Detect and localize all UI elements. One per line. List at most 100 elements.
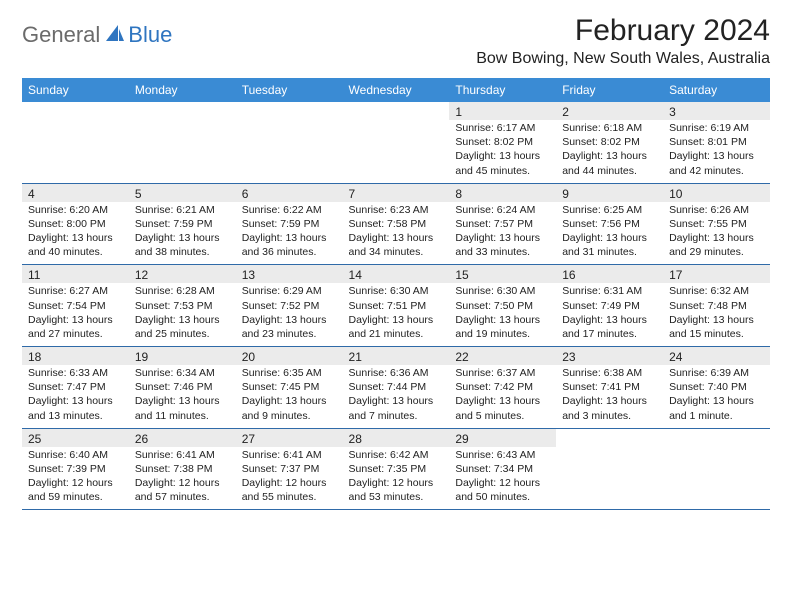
sunrise-line: Sunrise: 6:33 AM <box>28 366 123 380</box>
daylight-line: Daylight: 13 hours and 25 minutes. <box>135 313 230 341</box>
daylight-line: Daylight: 13 hours and 17 minutes. <box>562 313 657 341</box>
day-info-cell: Sunrise: 6:23 AMSunset: 7:58 PMDaylight:… <box>343 202 450 265</box>
day-info-cell: Sunrise: 6:32 AMSunset: 7:48 PMDaylight:… <box>663 283 770 346</box>
month-title: February 2024 <box>476 14 770 48</box>
info-row: Sunrise: 6:33 AMSunset: 7:47 PMDaylight:… <box>22 365 770 428</box>
day-info-cell: Sunrise: 6:34 AMSunset: 7:46 PMDaylight:… <box>129 365 236 428</box>
daylight-line: Daylight: 13 hours and 44 minutes. <box>562 149 657 177</box>
date-cell: 10 <box>663 183 770 202</box>
daylight-line: Daylight: 13 hours and 19 minutes. <box>455 313 550 341</box>
date-cell: 5 <box>129 183 236 202</box>
sunset-line: Sunset: 8:00 PM <box>28 217 123 231</box>
empty-date-cell <box>556 428 663 447</box>
sunset-line: Sunset: 7:45 PM <box>242 380 337 394</box>
sunset-line: Sunset: 7:44 PM <box>349 380 444 394</box>
sunset-line: Sunset: 7:39 PM <box>28 462 123 476</box>
day-info-cell: Sunrise: 6:41 AMSunset: 7:37 PMDaylight:… <box>236 447 343 510</box>
sunrise-line: Sunrise: 6:41 AM <box>135 448 230 462</box>
sunset-line: Sunset: 7:53 PM <box>135 299 230 313</box>
date-cell: 19 <box>129 347 236 366</box>
info-row: Sunrise: 6:20 AMSunset: 8:00 PMDaylight:… <box>22 202 770 265</box>
info-row: Sunrise: 6:17 AMSunset: 8:02 PMDaylight:… <box>22 120 770 183</box>
sunrise-line: Sunrise: 6:40 AM <box>28 448 123 462</box>
date-cell: 25 <box>22 428 129 447</box>
logo-sail-icon <box>104 23 126 48</box>
daylight-line: Daylight: 13 hours and 33 minutes. <box>455 231 550 259</box>
logo-text-general: General <box>22 22 100 48</box>
sunrise-line: Sunrise: 6:34 AM <box>135 366 230 380</box>
date-row: 18192021222324 <box>22 347 770 366</box>
daylight-line: Daylight: 13 hours and 3 minutes. <box>562 394 657 422</box>
empty-date-cell <box>22 102 129 120</box>
day-info-cell: Sunrise: 6:19 AMSunset: 8:01 PMDaylight:… <box>663 120 770 183</box>
title-block: February 2024 Bow Bowing, New South Wale… <box>476 14 770 68</box>
sunrise-line: Sunrise: 6:42 AM <box>349 448 444 462</box>
empty-info-cell <box>663 447 770 510</box>
sunset-line: Sunset: 7:49 PM <box>562 299 657 313</box>
date-cell: 13 <box>236 265 343 284</box>
sunrise-line: Sunrise: 6:32 AM <box>669 284 764 298</box>
sunrise-line: Sunrise: 6:28 AM <box>135 284 230 298</box>
day-info-cell: Sunrise: 6:42 AMSunset: 7:35 PMDaylight:… <box>343 447 450 510</box>
sunrise-line: Sunrise: 6:27 AM <box>28 284 123 298</box>
info-row: Sunrise: 6:27 AMSunset: 7:54 PMDaylight:… <box>22 283 770 346</box>
sunset-line: Sunset: 7:57 PM <box>455 217 550 231</box>
date-cell: 6 <box>236 183 343 202</box>
weekday-header-cell: Tuesday <box>236 78 343 102</box>
day-info-cell: Sunrise: 6:30 AMSunset: 7:50 PMDaylight:… <box>449 283 556 346</box>
daylight-line: Daylight: 13 hours and 34 minutes. <box>349 231 444 259</box>
date-cell: 14 <box>343 265 450 284</box>
empty-info-cell <box>236 120 343 183</box>
weekday-header-cell: Friday <box>556 78 663 102</box>
daylight-line: Daylight: 13 hours and 31 minutes. <box>562 231 657 259</box>
day-info-cell: Sunrise: 6:40 AMSunset: 7:39 PMDaylight:… <box>22 447 129 510</box>
day-info-cell: Sunrise: 6:31 AMSunset: 7:49 PMDaylight:… <box>556 283 663 346</box>
day-info-cell: Sunrise: 6:35 AMSunset: 7:45 PMDaylight:… <box>236 365 343 428</box>
daylight-line: Daylight: 13 hours and 15 minutes. <box>669 313 764 341</box>
daylight-line: Daylight: 13 hours and 42 minutes. <box>669 149 764 177</box>
empty-info-cell <box>343 120 450 183</box>
weekday-header-cell: Saturday <box>663 78 770 102</box>
date-cell: 11 <box>22 265 129 284</box>
sunset-line: Sunset: 7:58 PM <box>349 217 444 231</box>
date-cell: 22 <box>449 347 556 366</box>
day-info-cell: Sunrise: 6:27 AMSunset: 7:54 PMDaylight:… <box>22 283 129 346</box>
date-cell: 7 <box>343 183 450 202</box>
date-cell: 23 <box>556 347 663 366</box>
logo: General Blue <box>22 22 172 48</box>
daylight-line: Daylight: 13 hours and 36 minutes. <box>242 231 337 259</box>
sunrise-line: Sunrise: 6:31 AM <box>562 284 657 298</box>
sunrise-line: Sunrise: 6:22 AM <box>242 203 337 217</box>
empty-date-cell <box>236 102 343 120</box>
daylight-line: Daylight: 12 hours and 59 minutes. <box>28 476 123 504</box>
day-info-cell: Sunrise: 6:28 AMSunset: 7:53 PMDaylight:… <box>129 283 236 346</box>
sunset-line: Sunset: 7:50 PM <box>455 299 550 313</box>
date-cell: 16 <box>556 265 663 284</box>
sunset-line: Sunset: 7:48 PM <box>669 299 764 313</box>
logo-text-blue: Blue <box>128 22 172 48</box>
date-cell: 26 <box>129 428 236 447</box>
day-info-cell: Sunrise: 6:26 AMSunset: 7:55 PMDaylight:… <box>663 202 770 265</box>
daylight-line: Daylight: 12 hours and 50 minutes. <box>455 476 550 504</box>
daylight-line: Daylight: 13 hours and 27 minutes. <box>28 313 123 341</box>
sunrise-line: Sunrise: 6:26 AM <box>669 203 764 217</box>
date-cell: 3 <box>663 102 770 120</box>
daylight-line: Daylight: 13 hours and 40 minutes. <box>28 231 123 259</box>
sunrise-line: Sunrise: 6:43 AM <box>455 448 550 462</box>
day-info-cell: Sunrise: 6:18 AMSunset: 8:02 PMDaylight:… <box>556 120 663 183</box>
sunrise-line: Sunrise: 6:17 AM <box>455 121 550 135</box>
day-info-cell: Sunrise: 6:30 AMSunset: 7:51 PMDaylight:… <box>343 283 450 346</box>
day-info-cell: Sunrise: 6:25 AMSunset: 7:56 PMDaylight:… <box>556 202 663 265</box>
sunset-line: Sunset: 7:46 PM <box>135 380 230 394</box>
date-row: 11121314151617 <box>22 265 770 284</box>
sunrise-line: Sunrise: 6:36 AM <box>349 366 444 380</box>
sunset-line: Sunset: 7:38 PM <box>135 462 230 476</box>
date-cell: 1 <box>449 102 556 120</box>
date-cell: 8 <box>449 183 556 202</box>
daylight-line: Daylight: 13 hours and 13 minutes. <box>28 394 123 422</box>
calendar-table: SundayMondayTuesdayWednesdayThursdayFrid… <box>22 78 770 510</box>
sunset-line: Sunset: 8:01 PM <box>669 135 764 149</box>
daylight-line: Daylight: 13 hours and 7 minutes. <box>349 394 444 422</box>
empty-info-cell <box>556 447 663 510</box>
sunrise-line: Sunrise: 6:30 AM <box>349 284 444 298</box>
